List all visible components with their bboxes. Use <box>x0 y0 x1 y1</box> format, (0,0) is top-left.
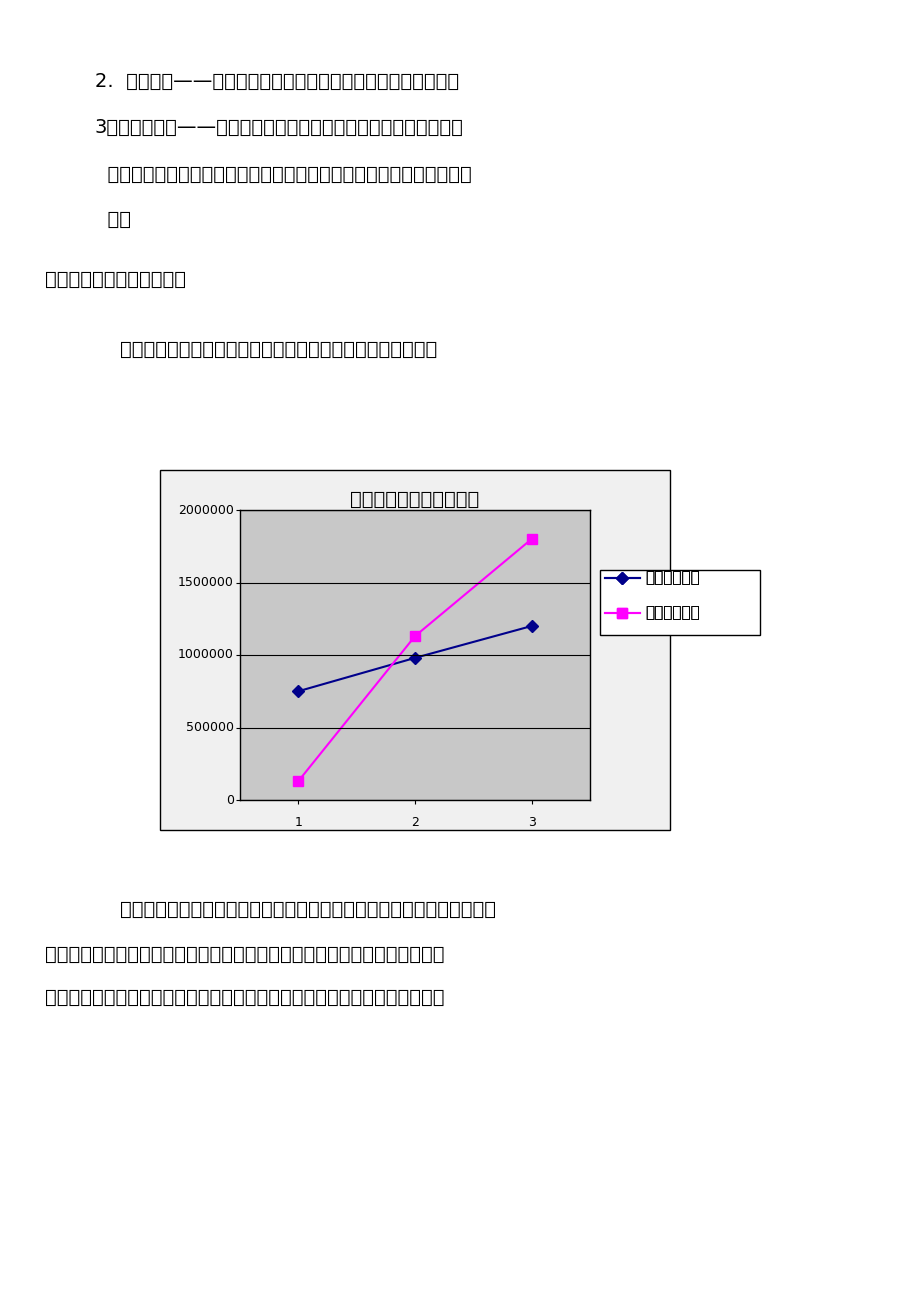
Text: 1500000: 1500000 <box>178 575 233 589</box>
Text: 公司利润总额: 公司利润总额 <box>644 605 699 621</box>
Text: 不同的公司或公司的不同发展阶段，应根据实际状况实行不同的薪酬战: 不同的公司或公司的不同发展阶段，应根据实际状况实行不同的薪酬战 <box>95 165 471 184</box>
Text: 500000: 500000 <box>186 721 233 734</box>
Text: 公司的人工成本和公司的利润都呈现上升趋势，但公司的利润增长速度高: 公司的人工成本和公司的利润都呈现上升趋势，但公司的利润增长速度高 <box>95 900 495 919</box>
Line: 公司利润总额: 公司利润总额 <box>293 534 536 786</box>
Text: 略。: 略。 <box>95 210 130 229</box>
Text: 公司利润总额: 公司利润总额 <box>644 605 699 621</box>
Text: 1: 1 <box>294 816 302 829</box>
公司利润总额 <box>292 773 303 789</box>
公司利润总额 <box>526 531 537 547</box>
Text: 3: 3 <box>528 816 535 829</box>
Text: 1000000: 1000000 <box>178 648 233 661</box>
FancyBboxPatch shape <box>599 570 759 635</box>
Text: 2: 2 <box>411 816 418 829</box>
Text: 2000000: 2000000 <box>178 504 233 517</box>
Line: 工资奖金总额: 工资奖金总额 <box>294 622 535 695</box>
Text: 工资奖金总额: 工资奖金总额 <box>644 570 699 586</box>
Text: 于人工成本的增长速度，并且由于员工人数的增长是薪酬总额增长的一种重要: 于人工成本的增长速度，并且由于员工人数的增长是薪酬总额增长的一种重要 <box>45 945 444 963</box>
Text: 0: 0 <box>226 793 233 806</box>
FancyBboxPatch shape <box>160 470 669 829</box>
Text: 2.  薪酬战略——把薪酬视为一种投资而不简朴看作是一种成本。: 2. 薪酬战略——把薪酬视为一种投资而不简朴看作是一种成本。 <box>95 72 459 91</box>
Text: 大地公司三年以来人工成本和公司的利润的关系如下图所示：: 大地公司三年以来人工成本和公司的利润的关系如下图所示： <box>95 340 437 359</box>
工资奖金总额 <box>526 618 537 634</box>
公司利润总额 <box>409 629 420 644</box>
Text: 因素，因此两者并不具有强有关性，公司的收益没有直接和员工的收益挂钩。: 因素，因此两者并不具有强有关性，公司的收益没有直接和员工的收益挂钩。 <box>45 988 444 1006</box>
Text: （二）公司的薪酬总额战略: （二）公司的薪酬总额战略 <box>45 270 186 289</box>
工资奖金总额 <box>409 650 420 665</box>
Text: 公司人力成本与利润对比: 公司人力成本与利润对比 <box>350 490 479 509</box>
Text: 3．动薪酬战略——即公司的薪酬成本与公司的收益同步实现浮动。: 3．动薪酬战略——即公司的薪酬成本与公司的收益同步实现浮动。 <box>95 118 463 137</box>
Text: 工资奖金总额: 工资奖金总额 <box>644 570 699 586</box>
工资奖金总额 <box>292 684 303 699</box>
